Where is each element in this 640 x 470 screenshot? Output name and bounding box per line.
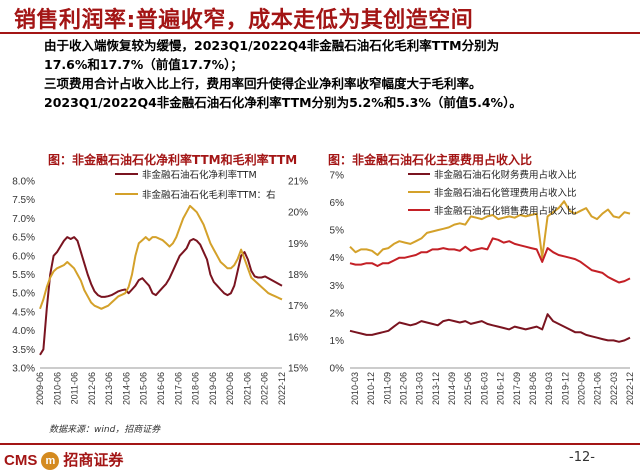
page-title: 销售利润率:普遍收窄，成本走低为其创造空间 — [14, 8, 474, 33]
y-tick-label-right: 16% — [288, 332, 308, 343]
data-source: 数据来源：wind，招商证券 — [49, 425, 161, 435]
y-tick-label-left: 6.5% — [12, 233, 35, 244]
x-tick-label: 2010-06 — [52, 372, 62, 405]
y-tick-label-right: 15% — [288, 364, 308, 375]
x-tick-label: 2014-06 — [121, 372, 131, 405]
x-tick-label: 2011-06 — [70, 372, 80, 404]
y-tick-label: 3% — [330, 281, 345, 292]
x-tick-label: 2018-06 — [528, 372, 538, 405]
y-tick-label: 2% — [330, 308, 345, 319]
x-tick-label: 2016-06 — [156, 372, 166, 405]
x-tick-label: 2015-06 — [463, 372, 473, 405]
title-divider — [0, 32, 640, 34]
x-tick-label: 2019-12 — [560, 372, 570, 405]
y-tick-label-left: 4.0% — [12, 326, 35, 337]
x-tick-label: 2018-06 — [191, 372, 201, 405]
logo-cn: 招商证券 — [63, 452, 124, 469]
x-tick-label: 2010-03 — [350, 372, 360, 405]
series-line-2 — [349, 200, 631, 259]
footer-divider — [0, 443, 640, 445]
y-tick-label: 0% — [330, 364, 345, 375]
x-tick-label: 2013-06 — [104, 372, 114, 405]
x-tick-label: 2019-03 — [544, 372, 554, 405]
x-tick-label: 2013-12 — [431, 372, 441, 405]
x-tick-label: 2022-12 — [277, 372, 287, 405]
y-tick-label: 5% — [330, 226, 345, 237]
y-tick-label: 1% — [330, 336, 345, 347]
x-tick-label: 2020-06 — [225, 372, 235, 405]
x-tick-label: 2021-06 — [242, 372, 252, 405]
summary-text-1b: 17.6%和17.7%（前值17.7%）； — [44, 57, 243, 72]
x-tick-label: 2017-09 — [512, 372, 522, 405]
summary-text-2a: 三项费用合计占收入比上行，费用率回升使得企业净利率收窄幅度大于毛利率。 — [44, 76, 482, 91]
legend-label-2: 非金融石油石化毛利率TTM：右 — [142, 189, 276, 201]
x-tick-label: 2011-09 — [382, 372, 392, 404]
logo-text: CMS — [4, 452, 38, 469]
chart-1-title: 图：非金融石油石化净利率TTM和毛利率TTM — [48, 153, 298, 167]
y-tick-label-left: 3.0% — [12, 364, 35, 375]
x-tick-label: 2016-12 — [496, 372, 506, 405]
page-number: -12- — [569, 450, 595, 465]
legend-label-3: 非金融石油石化销售费用占收入比 — [434, 205, 577, 217]
y-tick-label-left: 3.5% — [12, 345, 35, 356]
x-tick-label: 2013-03 — [415, 372, 425, 405]
logo-mark-icon: m — [41, 452, 60, 470]
x-tick-label: 2016-03 — [479, 372, 489, 405]
y-tick-label-right: 19% — [288, 239, 308, 250]
x-tick-label: 2010-12 — [366, 372, 376, 405]
y-tick-label: 7% — [330, 171, 345, 182]
y-tick-label-left: 8.0% — [12, 177, 35, 188]
x-tick-label: 2022-06 — [260, 372, 270, 405]
x-tick-label: 2022-03 — [609, 372, 619, 405]
x-tick-label: 2017-06 — [173, 372, 183, 405]
y-tick-label-right: 20% — [288, 208, 308, 219]
y-tick-label-right: 18% — [288, 270, 308, 281]
y-tick-label-left: 4.5% — [12, 307, 35, 318]
chart-2-title: 图：非金融石油石化主要费用占收入比 — [328, 153, 533, 167]
summary-text-2b: 2023Q1/2022Q4非金融石油石化净利率TTM分别为5.2%和5.3%（前… — [44, 95, 522, 110]
x-tick-label: 2012-06 — [87, 372, 97, 405]
x-tick-label: 2022-12 — [625, 372, 635, 405]
x-tick-label: 2021-06 — [593, 372, 603, 405]
y-tick-label: 6% — [330, 198, 345, 209]
x-tick-label: 2015-06 — [139, 372, 149, 405]
x-tick-label: 2019-06 — [208, 372, 218, 405]
company-logo: CMS m 招商证券 — [4, 449, 123, 470]
y-tick-label-left: 5.5% — [12, 270, 35, 281]
legend-label-2: 非金融石油石化管理费用占收入比 — [434, 187, 577, 199]
summary-text-1a: 由于收入端恢复较为缓慢，2023Q1/2022Q4非金融石油石化毛利率TTM分别… — [44, 38, 500, 53]
x-tick-label: 2012-06 — [399, 372, 409, 405]
series-line-1 — [39, 236, 283, 356]
y-tick-label-right: 21% — [288, 177, 308, 188]
y-tick-label-left: 7.0% — [12, 214, 35, 225]
series-line-3 — [349, 237, 631, 284]
legend-label-1: 非金融石油石化净利率TTM — [142, 169, 257, 181]
y-tick-label-left: 6.0% — [12, 251, 35, 262]
y-tick-label: 4% — [330, 253, 345, 264]
legend-label-1: 非金融石油石化财务费用占收入比 — [434, 169, 577, 181]
y-tick-label-left: 7.5% — [12, 195, 35, 206]
x-tick-label: 2020-09 — [576, 372, 586, 405]
series-line-1 — [349, 313, 631, 343]
x-tick-label: 2014-09 — [447, 372, 457, 405]
x-tick-label: 2009-06 — [35, 372, 45, 405]
series-line-2 — [39, 204, 283, 310]
y-tick-label-left: 5.0% — [12, 289, 35, 300]
y-tick-label-right: 17% — [288, 301, 308, 312]
